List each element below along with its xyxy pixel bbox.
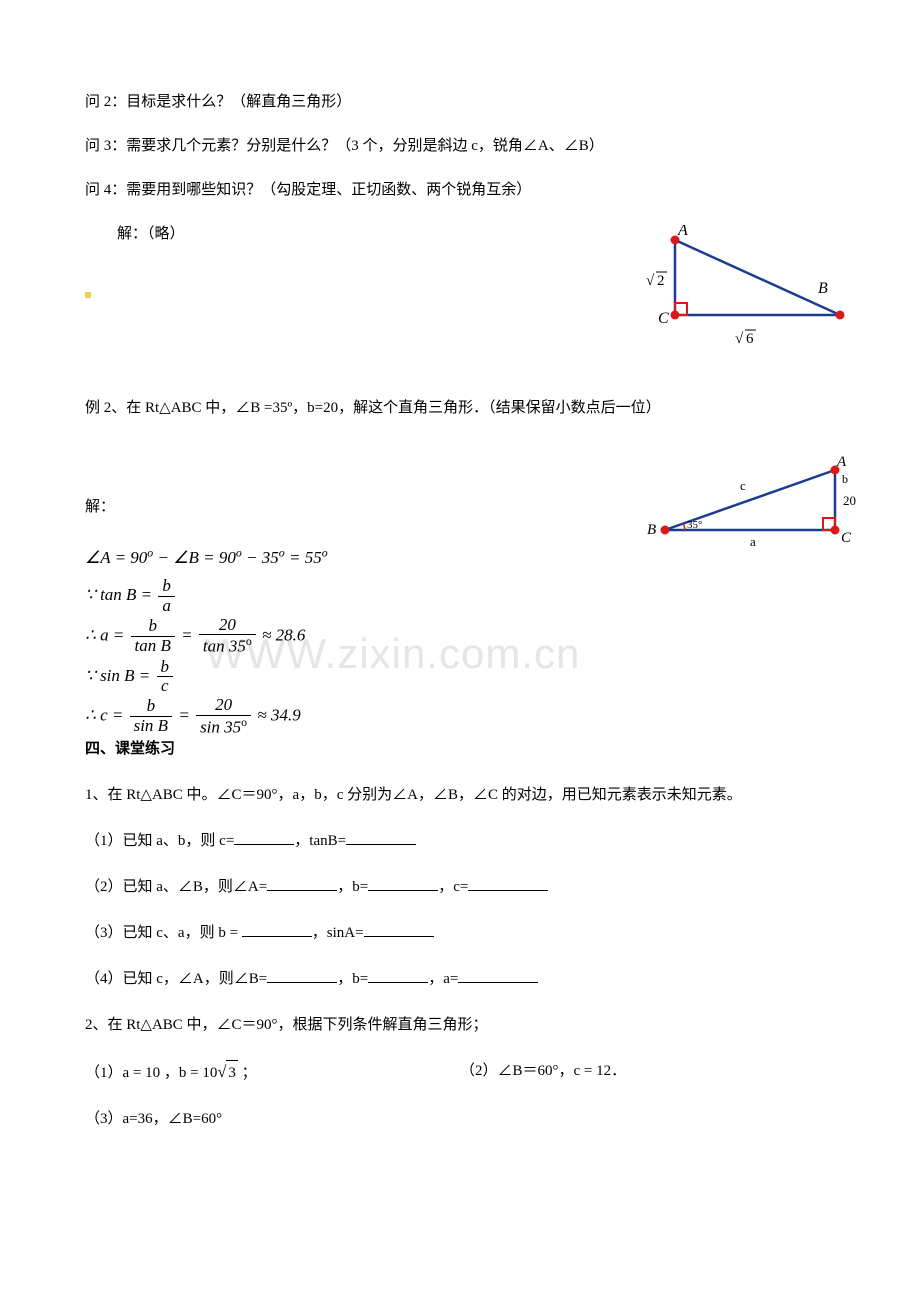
problem-1-1: （1）已知 a、b，则 c=，tanB= — [85, 829, 835, 853]
example-2: 例 2、在 Rt△ABC 中，∠B =35º，b=20，解这个直角三角形．（结果… — [85, 396, 835, 420]
problem-1: 1、在 Rt△ABC 中。∠C＝90°，a，b，c 分别为∠A，∠B，∠C 的对… — [85, 783, 835, 807]
triangle-figure-1: A B C √ 2 √ 6 — [640, 225, 860, 355]
svg-text:√: √ — [646, 273, 655, 289]
label-B: B — [818, 280, 828, 297]
svg-text:2: 2 — [657, 273, 665, 289]
label-angle: 35° — [687, 519, 702, 531]
question-3: 问 3：需要求几个元素？分别是什么？（3 个，分别是斜边 c，锐角∠A、∠B） — [85, 134, 835, 158]
label-C2: C — [841, 530, 852, 546]
svg-text:6: 6 — [746, 331, 754, 347]
problem-1-2: （2）已知 a、∠B，则∠A=，b=，c= — [85, 875, 835, 899]
label-A: A — [677, 225, 688, 239]
section-4-title: 四、课堂练习 — [85, 737, 835, 761]
decorative-dot — [85, 292, 91, 298]
svg-text:√: √ — [735, 331, 744, 347]
problem-2-row: （1）a = 10 ，b = 103 ； （2）∠B＝60°，c = 12． — [85, 1059, 835, 1085]
label-A2: A — [836, 454, 847, 470]
label-b: 20 — [843, 493, 856, 508]
question-4: 问 4：需要用到哪些知识？（勾股定理、正切函数、两个锐角互余） — [85, 178, 835, 202]
math-solution: ∠A = 90o − ∠B = 90o − 35o = 55o ∵ tan B … — [85, 539, 835, 737]
question-2: 问 2：目标是求什么？（解直角三角形） — [85, 90, 835, 114]
svg-text:b: b — [842, 472, 848, 486]
problem-2: 2、在 Rt△ABC 中，∠C＝90°，根据下列条件解直角三角形； — [85, 1013, 835, 1037]
label-C: C — [658, 310, 669, 327]
problem-1-3: （3）已知 c、a，则 b = ，sinA= — [85, 921, 835, 945]
problem-1-4: （4）已知 c，∠A，则∠B=，b=，a= — [85, 967, 835, 991]
label-B2: B — [647, 522, 656, 538]
label-c: c — [740, 478, 746, 493]
problem-2-3: （3）a=36，∠B=60° — [85, 1107, 835, 1131]
solution-label: 解： — [85, 495, 835, 519]
